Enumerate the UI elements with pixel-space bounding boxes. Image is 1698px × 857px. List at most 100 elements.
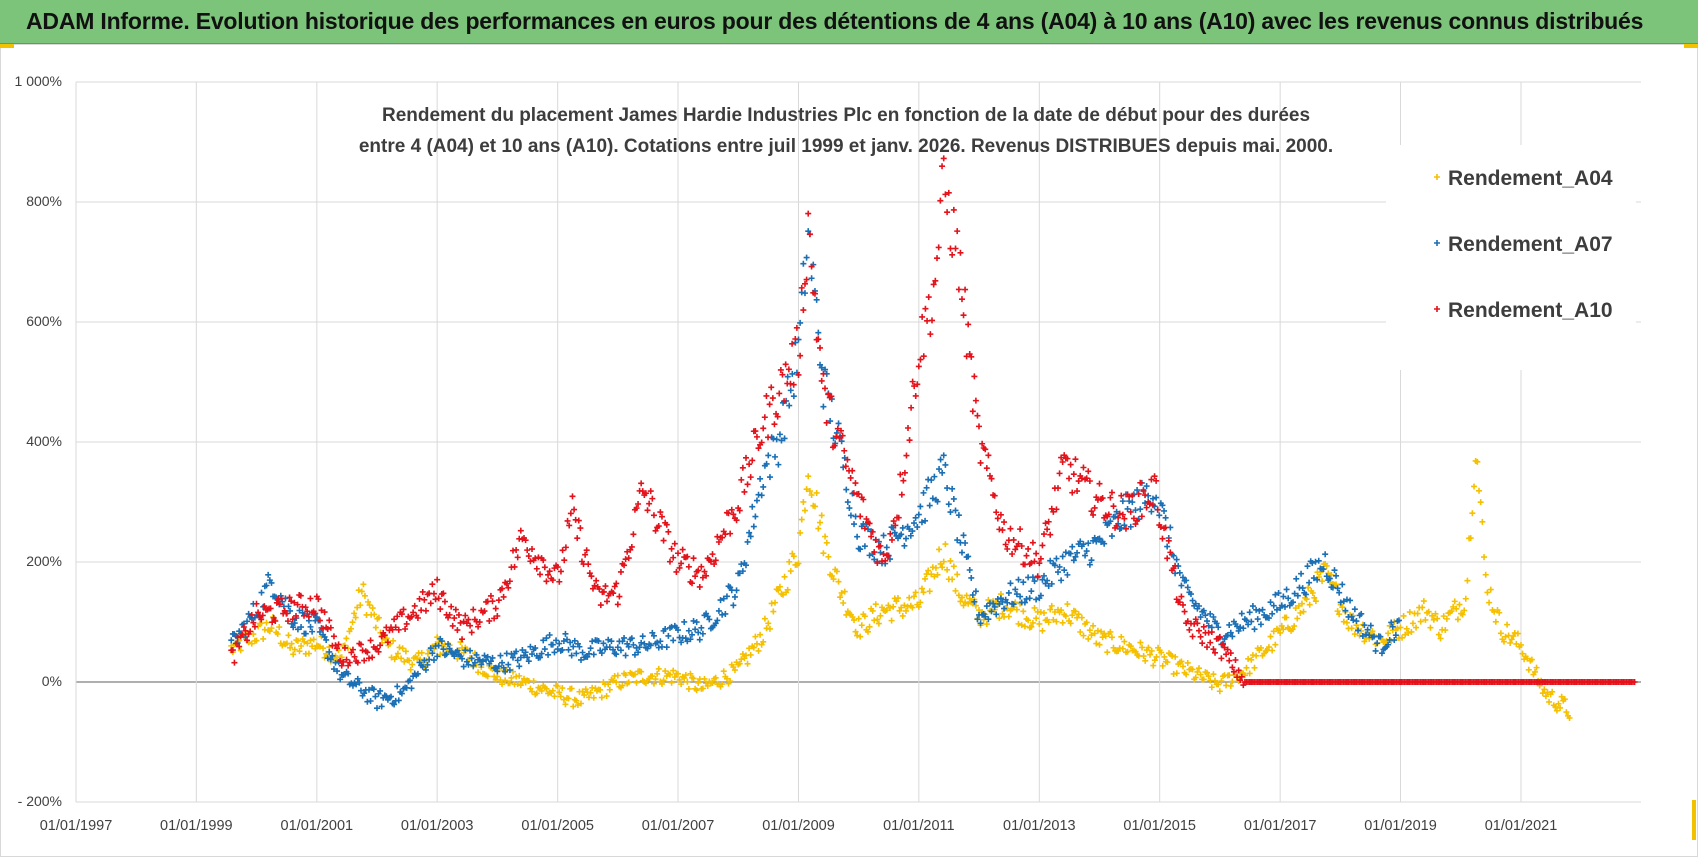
data-point — [502, 668, 509, 675]
data-point — [1224, 632, 1231, 639]
data-point — [1207, 610, 1214, 617]
data-point — [803, 276, 810, 283]
data-point — [761, 414, 768, 421]
data-point — [1002, 596, 1009, 603]
data-point — [1300, 608, 1307, 615]
data-point — [239, 631, 246, 638]
data-point — [838, 427, 845, 434]
data-point — [690, 617, 697, 624]
data-point — [875, 620, 882, 627]
data-point — [781, 573, 788, 580]
data-point — [1481, 554, 1488, 561]
data-point — [478, 661, 485, 668]
data-point — [782, 361, 789, 368]
data-point — [774, 413, 781, 420]
data-point — [1442, 627, 1449, 634]
data-point — [291, 599, 298, 606]
data-point — [1302, 591, 1309, 598]
data-point — [529, 546, 536, 553]
data-point — [966, 567, 973, 574]
data-point — [982, 446, 989, 453]
data-point — [646, 500, 653, 507]
data-point — [822, 533, 829, 540]
data-point — [776, 390, 783, 397]
data-point — [769, 395, 776, 402]
data-point — [1240, 682, 1247, 689]
data-point — [1005, 613, 1012, 620]
data-point — [1173, 556, 1180, 563]
data-point — [625, 643, 632, 650]
data-point — [900, 477, 907, 484]
data-point — [843, 486, 850, 493]
data-point — [1162, 524, 1169, 531]
data-point — [968, 353, 975, 360]
data-point — [942, 541, 949, 548]
data-point — [287, 607, 294, 614]
data-point — [522, 649, 529, 656]
data-point — [1127, 508, 1134, 515]
data-point — [929, 495, 936, 502]
chart-points — [228, 155, 1638, 722]
data-point — [1314, 576, 1321, 583]
data-point — [575, 517, 582, 524]
data-point — [1518, 641, 1524, 648]
data-point — [269, 619, 276, 626]
data-point — [635, 649, 642, 656]
data-point — [330, 666, 337, 673]
data-point — [695, 679, 702, 686]
data-point — [606, 686, 613, 693]
y-tick-label: 400% — [26, 433, 62, 449]
data-point — [1053, 506, 1060, 513]
data-point — [357, 641, 364, 648]
data-point — [917, 503, 924, 510]
data-point — [894, 595, 901, 602]
data-point — [805, 473, 812, 480]
data-point — [690, 555, 697, 562]
data-point — [904, 603, 911, 610]
data-point — [543, 635, 550, 642]
data-point — [957, 249, 964, 256]
data-point — [898, 604, 905, 611]
data-point — [685, 563, 692, 570]
data-point — [841, 588, 848, 595]
x-tick-label: 01/01/2001 — [281, 818, 354, 834]
data-point — [1552, 703, 1559, 710]
data-point — [912, 589, 919, 596]
data-point — [422, 666, 429, 673]
data-point — [267, 605, 274, 612]
data-point — [942, 461, 949, 468]
data-point — [1210, 646, 1217, 653]
data-point — [869, 528, 876, 535]
data-point — [1297, 609, 1304, 616]
data-point — [1456, 601, 1463, 608]
data-point — [1113, 522, 1120, 529]
data-point — [486, 617, 493, 624]
data-point — [1277, 629, 1284, 636]
data-point — [719, 611, 726, 618]
data-point — [610, 677, 617, 684]
data-point — [972, 397, 979, 404]
data-point — [1118, 633, 1125, 640]
data-point — [494, 613, 501, 620]
data-point — [752, 428, 759, 435]
data-point — [654, 639, 661, 646]
data-point — [1116, 510, 1123, 517]
data-point — [1385, 641, 1392, 648]
data-point — [687, 636, 694, 643]
data-point — [644, 507, 651, 514]
data-point — [1015, 540, 1022, 547]
data-point — [747, 651, 754, 658]
data-point — [1132, 521, 1139, 528]
data-point — [830, 576, 837, 583]
data-point — [574, 535, 581, 542]
data-point — [1275, 590, 1282, 597]
data-point — [273, 599, 280, 606]
chart-title-line1: Rendement du placement James Hardie Indu… — [382, 105, 1310, 126]
data-point — [932, 277, 939, 284]
data-point — [903, 452, 910, 459]
data-point — [1164, 659, 1171, 666]
data-point — [631, 671, 638, 678]
data-point — [849, 467, 856, 474]
data-point — [738, 476, 745, 483]
data-point — [1080, 632, 1087, 639]
